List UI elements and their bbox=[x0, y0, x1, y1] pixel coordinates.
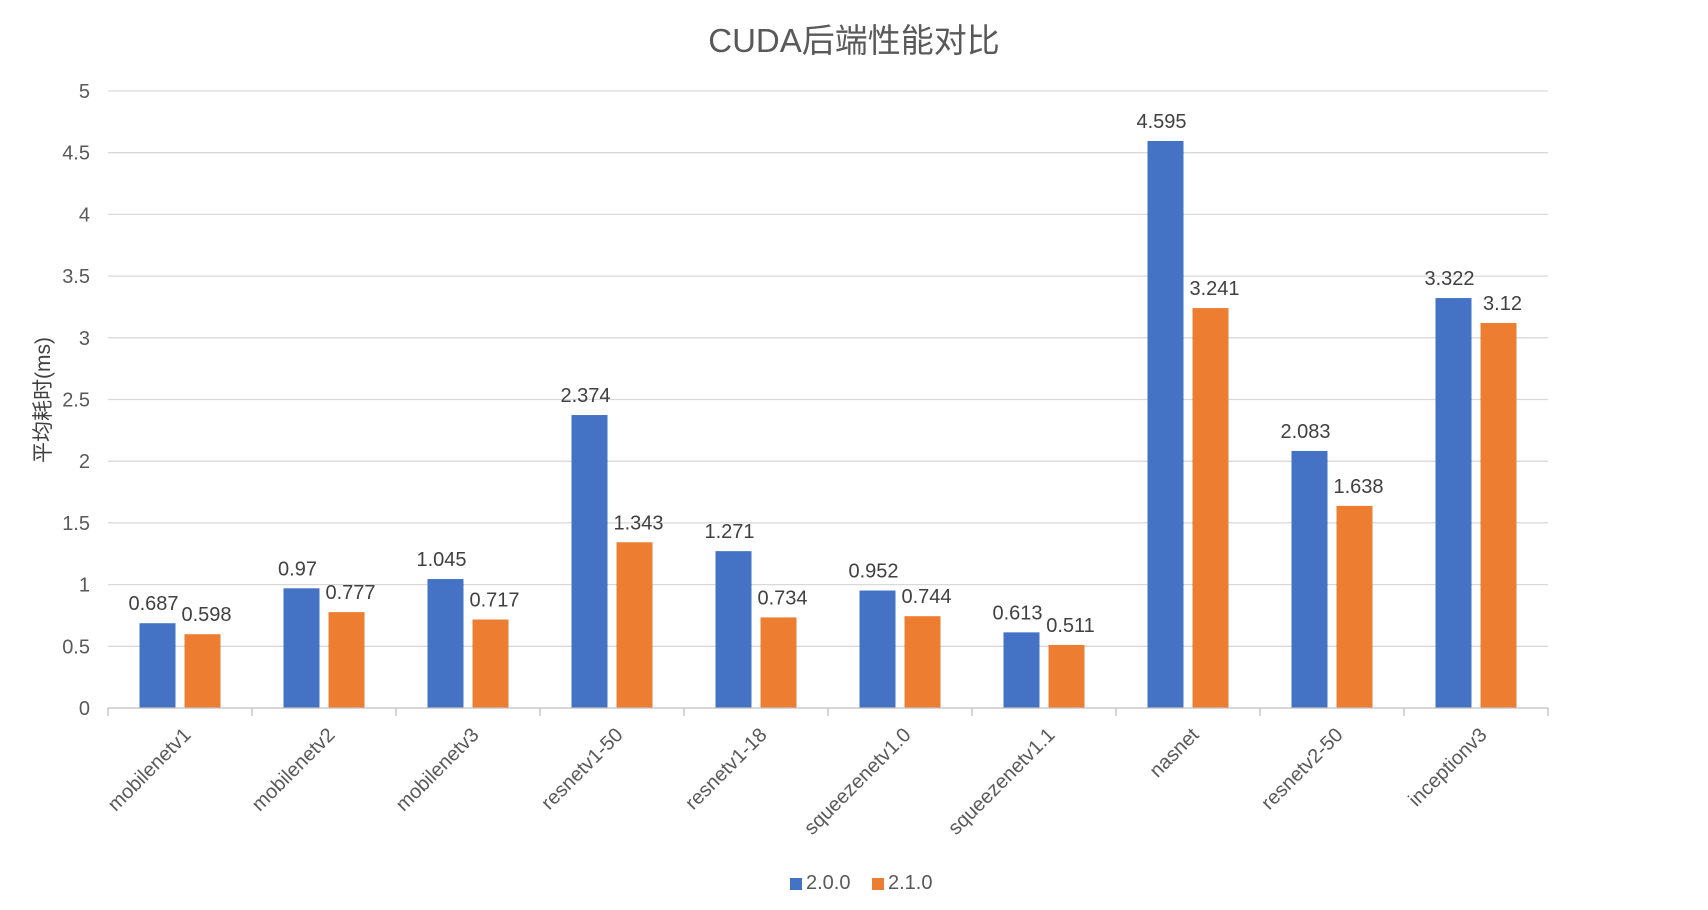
bar-2.0.0-squeezenetv1.0 bbox=[859, 590, 896, 708]
legend-swatch-2.1.0 bbox=[872, 878, 884, 890]
x-tick-label: mobilenetv3 bbox=[392, 724, 484, 816]
x-tick-label: mobilenetv2 bbox=[248, 724, 340, 816]
data-label: 0.97 bbox=[278, 558, 317, 580]
data-label: 1.343 bbox=[613, 512, 663, 534]
y-tick-label: 4.5 bbox=[62, 143, 90, 165]
y-tick-label: 0 bbox=[79, 698, 90, 720]
x-tick-label: resnetv1-18 bbox=[681, 724, 771, 814]
bar-2.1.0-mobilenetv3 bbox=[472, 619, 509, 708]
bar-2.1.0-resnetv1-50 bbox=[616, 542, 653, 708]
legend-swatch-2.0.0 bbox=[790, 878, 802, 890]
x-tick-label: nasnet bbox=[1146, 724, 1204, 782]
x-tick-label: resnetv2-50 bbox=[1257, 724, 1347, 814]
y-tick-label: 0.5 bbox=[62, 636, 90, 658]
chart-title: CUDA后端性能对比 bbox=[708, 22, 1000, 59]
y-tick-label: 3 bbox=[79, 328, 90, 350]
data-label: 3.322 bbox=[1424, 268, 1474, 290]
data-label: 2.374 bbox=[560, 385, 610, 407]
bar-2.1.0-mobilenetv2 bbox=[328, 612, 365, 708]
bars bbox=[139, 140, 1517, 709]
y-tick-label: 2 bbox=[79, 451, 90, 473]
bar-2.0.0-resnetv1-18 bbox=[715, 551, 752, 708]
data-label: 0.598 bbox=[181, 604, 231, 626]
bar-2.0.0-resnetv1-50 bbox=[571, 415, 608, 708]
bar-2.1.0-resnetv1-18 bbox=[760, 617, 797, 708]
data-label: 0.777 bbox=[325, 582, 375, 604]
data-label: 3.12 bbox=[1483, 293, 1522, 315]
y-tick-label: 1 bbox=[79, 575, 90, 597]
y-axis-label: 平均耗时(ms) bbox=[32, 337, 55, 463]
data-label: 0.717 bbox=[469, 590, 519, 612]
data-label: 0.734 bbox=[757, 587, 807, 609]
bar-2.1.0-inceptionv3 bbox=[1480, 322, 1517, 708]
bar-2.0.0-resnetv2-50 bbox=[1291, 450, 1328, 708]
data-label: 0.687 bbox=[128, 593, 178, 615]
x-tick-label: resnetv1-50 bbox=[537, 724, 627, 814]
bar-2.1.0-mobilenetv1 bbox=[184, 634, 221, 708]
data-label: 1.045 bbox=[416, 549, 466, 571]
data-label: 1.271 bbox=[704, 521, 754, 543]
x-tick-label: inceptionv3 bbox=[1404, 724, 1491, 811]
data-label: 0.744 bbox=[901, 586, 951, 608]
bar-2.0.0-mobilenetv2 bbox=[283, 588, 320, 708]
bar-2.1.0-squeezenetv1.0 bbox=[904, 616, 941, 708]
y-axis-ticks: 0 0.5 1 1.5 2 2.5 3 3.5 4 4.5 5 bbox=[62, 81, 90, 720]
data-label: 4.595 bbox=[1136, 111, 1186, 133]
data-label: 2.083 bbox=[1280, 421, 1330, 443]
y-tick-label: 3.5 bbox=[62, 266, 90, 288]
data-label: 0.613 bbox=[992, 602, 1042, 624]
y-tick-label: 1.5 bbox=[62, 513, 90, 535]
gridlines bbox=[108, 90, 1548, 647]
category-labels: mobilenetv1 mobilenetv2 mobilenetv3 resnetv… bbox=[104, 724, 1492, 840]
bar-2.0.0-inceptionv3 bbox=[1435, 298, 1472, 708]
x-tick-label: mobilenetv1 bbox=[104, 724, 196, 816]
y-tick-label: 5 bbox=[79, 81, 90, 103]
data-label: 1.638 bbox=[1333, 476, 1383, 498]
x-tick-label: squeezenetv1.0 bbox=[800, 724, 915, 839]
y-tick-label: 2.5 bbox=[62, 390, 90, 412]
data-label: 3.241 bbox=[1189, 278, 1239, 300]
bar-2.0.0-mobilenetv1 bbox=[139, 623, 176, 708]
x-axis bbox=[107, 707, 1549, 716]
legend: 2.0.0 2.1.0 bbox=[790, 872, 932, 894]
y-tick-label: 4 bbox=[79, 204, 90, 226]
bar-2.0.0-nasnet bbox=[1147, 140, 1184, 709]
legend-label: 2.0.0 bbox=[806, 872, 850, 894]
x-tick-label: squeezenetv1.1 bbox=[944, 724, 1059, 839]
bar-2.1.0-squeezenetv1.1 bbox=[1048, 644, 1085, 708]
bar-2.1.0-resnetv2-50 bbox=[1336, 505, 1373, 708]
bar-2.0.0-squeezenetv1.1 bbox=[1003, 632, 1040, 708]
data-label: 0.511 bbox=[1046, 615, 1095, 637]
bar-2.0.0-mobilenetv3 bbox=[427, 579, 464, 708]
bar-2.1.0-nasnet bbox=[1192, 308, 1229, 708]
data-labels: 0.687 0.97 1.045 2.374 1.271 0.952 0.613 4.595 2… bbox=[128, 111, 1522, 637]
data-label: 0.952 bbox=[848, 561, 898, 583]
legend-label: 2.1.0 bbox=[888, 872, 932, 894]
